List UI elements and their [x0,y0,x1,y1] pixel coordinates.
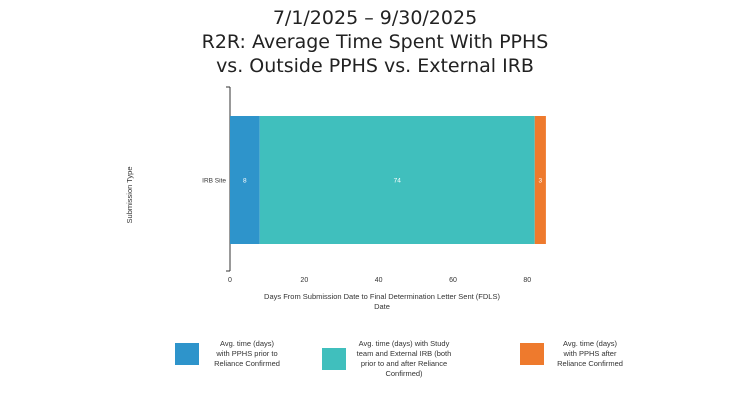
legend-label: Avg. time (days) with PPHS prior to Relian… [199,339,295,369]
legend-label-line: Avg. time (days) [562,339,618,348]
bar-segment [259,116,535,244]
stacked-bar-chart: 8 74 3 IRB Site 0 20 40 60 80 Days From Submissio… [125,86,546,311]
data-label: 8 [243,178,247,185]
legend-label-line: Reliance Confirmed [214,359,280,368]
legend-label: Avg. time (days) with Study team and Exte… [346,339,462,379]
legend-label-line: Avg. time (days) [219,339,275,348]
category-label: IRB Site [202,178,226,185]
x-axis-label-line2: Date [374,302,390,311]
legend-swatch [175,343,199,365]
legend-label: Avg. time (days) with PPHS after Reliance … [544,339,636,369]
legend-swatch [520,343,544,365]
title-line-1: 7/1/2025 – 9/30/2025 [272,7,478,29]
legend-label-line: with PPHS after [563,349,617,358]
y-axis-label: Submission Type [125,167,134,224]
legend-item: Avg. time (days) with PPHS prior to Relian… [175,339,295,369]
x-axis-label: Days From Submission Date to Final Deter… [264,292,500,301]
x-tick-label: 80 [523,277,531,284]
bar-segment [534,116,546,244]
title-line-3: vs. Outside PPHS vs. External IRB [216,55,534,77]
data-label: 74 [394,178,402,185]
legend-item: Avg. time (days) with Study team and Exte… [322,339,462,379]
legend-label-line: Reliance Confirmed [557,359,623,368]
bar-segment [230,116,260,244]
x-tick-label: 0 [228,277,232,284]
legend-label-line: Avg. time (days) with Study [358,339,450,348]
data-label: 3 [539,178,543,185]
legend-swatch [322,348,346,370]
legend-label-line: prior to and after Reliance [360,359,448,368]
legend-label-line: team and External IRB (both [356,349,452,358]
x-tick-label: 40 [375,277,383,284]
chart-title: 7/1/2025 – 9/30/2025 R2R: Average Time S… [0,6,750,78]
legend-item: Avg. time (days) with PPHS after Reliance … [520,339,636,369]
title-line-2: R2R: Average Time Spent With PPHS [201,31,549,53]
legend-label-line: Confirmed) [385,369,423,378]
legend-label-line: with PPHS prior to [216,349,278,358]
x-tick-label: 20 [300,277,308,284]
x-tick-label: 60 [449,277,457,284]
